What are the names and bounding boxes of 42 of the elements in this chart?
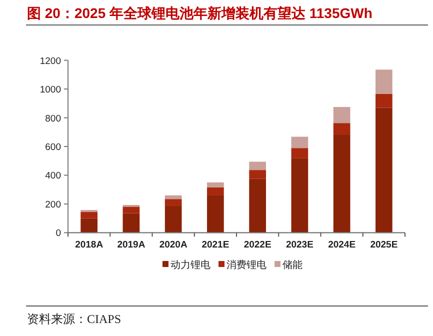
- legend-label: 动力锂电: [170, 259, 210, 271]
- bar: [207, 182, 224, 188]
- bar: [291, 136, 308, 148]
- text: 资料来源：CIAPS: [27, 312, 122, 326]
- y-tick-label: 1000: [40, 84, 61, 96]
- bar: [122, 213, 140, 233]
- y-tick-label: 800: [45, 113, 61, 124]
- bar: [122, 206, 140, 214]
- x-tick-label: 2019A: [117, 240, 146, 251]
- x-tick-label: 2022E: [244, 240, 272, 251]
- bar: [164, 195, 182, 200]
- bar: [249, 170, 266, 179]
- x-tick-label: 2018A: [75, 240, 104, 251]
- bar: [249, 162, 266, 170]
- y-tick-label: 200: [45, 199, 61, 210]
- x-tick-label: 2020A: [159, 240, 188, 251]
- y-tick-label: 0: [56, 228, 61, 240]
- legend-label: 储能: [282, 259, 302, 271]
- chart-title: 图 20：2025 年全球锂电池年新增装机有望达 1135GWh: [27, 5, 372, 21]
- bar: [333, 106, 350, 124]
- bar: [164, 199, 182, 206]
- y-tick-label: 600: [45, 142, 61, 153]
- legend-label: 消费锂电: [226, 259, 266, 271]
- x-tick-label: 2021E: [202, 240, 230, 251]
- bar: [376, 70, 392, 94]
- bar: [376, 94, 392, 108]
- x-tick-label: 2024E: [328, 240, 356, 251]
- bar: [80, 212, 98, 218]
- y-tick-label: 1200: [40, 56, 61, 67]
- bar: [376, 108, 392, 233]
- bar: [80, 218, 98, 233]
- bar: [291, 158, 308, 233]
- bar: [207, 195, 224, 233]
- bar: [333, 123, 350, 136]
- x-tick-label: 2023E: [286, 240, 314, 251]
- bar: [249, 178, 266, 233]
- bar: [333, 135, 350, 233]
- bar: [164, 206, 182, 233]
- bar: [207, 187, 224, 196]
- bar: [291, 148, 308, 158]
- y-tick-label: 400: [45, 170, 61, 182]
- x-tick-label: 2025E: [370, 240, 398, 251]
